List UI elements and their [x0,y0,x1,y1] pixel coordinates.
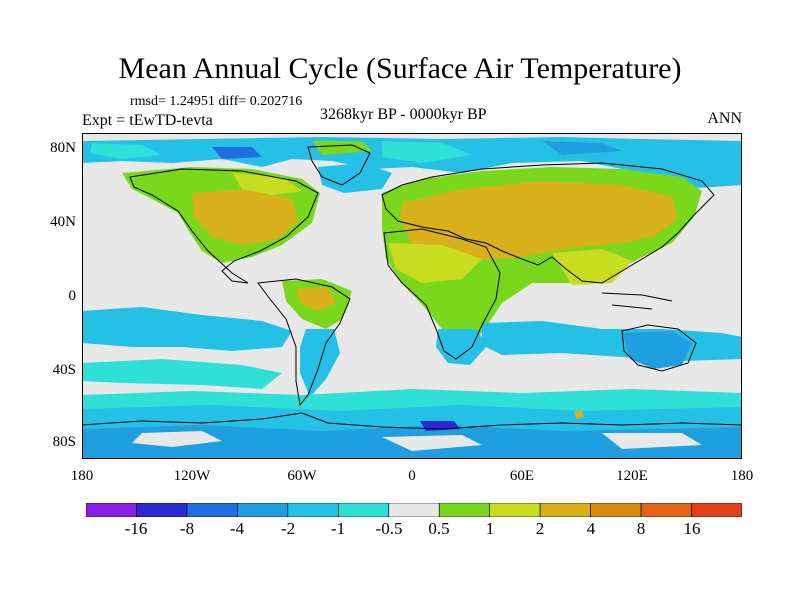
coastline-indonesia [601,292,673,310]
period-label: 3268kyr BP - 0000kyr BP [320,106,487,123]
equatorial-pacific-cool [82,307,292,351]
arctic-patch-2 [382,141,472,163]
colorbar-label-1: -16 [124,519,148,538]
colorbar-label-5: -1 [330,519,346,538]
map-frame [82,133,742,459]
lat-label-40n: 40N [50,214,76,230]
lon-label-60e: 60E [509,468,535,484]
arctic-patch-3 [212,147,262,159]
north-america-warm-mid [232,173,302,195]
colorbar-label-12: 16 [683,519,701,538]
stats-label: rmsd= 1.24951 diff= 0.202716 [130,94,303,109]
colorbar-label-6: -0.5 [375,519,403,538]
lon-label-180w: 180 [70,468,94,484]
coastline-eurasia [381,162,715,284]
colorbar-swatch-12 [640,503,692,517]
eurasia-warm [400,181,678,273]
australia-cool [622,331,692,369]
colorbar-swatch-11 [590,503,642,517]
experiment-label: Expt = tEwTD-tevta [82,112,213,129]
coastlines [82,144,742,430]
colorbar-swatch-9 [489,503,541,517]
colorbar-label-2: -8 [179,519,195,538]
coastline-north-america [129,168,319,284]
season-label: ANN [707,110,742,127]
colorbar-swatch-13 [691,503,742,517]
colorbar-label-9: 2 [535,519,545,538]
southern-africa-cool [436,329,486,365]
antarctica-neutral-patches [132,431,702,451]
north-atlantic-cool [318,163,392,193]
lat-label-0: 0 [68,288,77,304]
colorbar-label-4: -2 [280,519,296,538]
colorbar-swatch-1 [86,503,137,517]
asia-warm-mid [552,249,632,285]
lat-label-80n: 80N [50,140,76,156]
colorbar-label-3: -4 [229,519,245,538]
lat-label-40s: 40S [52,362,76,378]
colorbar-swatch-6 [338,503,390,517]
colorbar [86,503,742,517]
sahara-warm-mid [388,243,482,283]
arctic-patch-1 [90,143,162,159]
colorbar-label-10: 4 [586,519,596,538]
coastline-australia [621,324,697,372]
north-america-warm [192,189,298,245]
coastline-greenland [307,144,371,186]
lon-label-120w: 120W [173,468,211,484]
lon-label-180e: 180 [730,468,754,484]
coastline-south-america [257,278,351,407]
lon-label-60w: 60W [287,468,317,484]
south-pacific-cool [82,359,282,389]
antarctica-warm-patch [574,411,584,419]
south-america-warm [296,287,336,311]
temperature-map [82,133,742,459]
colorbar-label-7: 0.5 [428,519,450,538]
coastline-antarctica [82,412,742,430]
lon-label-120e: 120E [616,468,648,484]
colorbar-swatch-3 [186,503,238,517]
colorbar-swatch-7 [388,503,440,517]
colorbar-swatch-8 [438,503,490,517]
colorbar-swatch-5 [287,503,339,517]
lat-label-80s: 80S [52,434,76,450]
chart-title: Mean Annual Cycle (Surface Air Temperatu… [118,52,682,85]
lon-label-0: 0 [408,468,416,484]
colorbar-swatch-10 [539,503,591,517]
colorbar-label-11: 8 [636,519,646,538]
arctic-patch-4 [542,141,622,155]
colorbar-label-8: 1 [485,519,495,538]
colorbar-swatch-4 [237,503,289,517]
arctic-patch-5 [312,141,372,155]
coastline-africa [383,228,501,360]
colorbar-swatch-2 [136,503,188,517]
